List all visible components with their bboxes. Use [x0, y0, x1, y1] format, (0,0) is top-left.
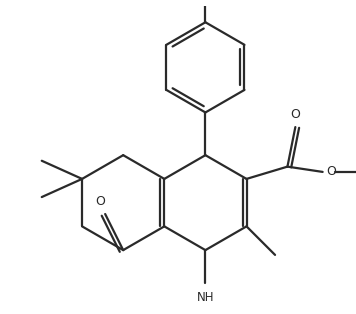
Text: O: O — [326, 165, 336, 178]
Text: O: O — [290, 108, 300, 121]
Text: NH: NH — [197, 291, 214, 304]
Text: O: O — [96, 195, 105, 208]
